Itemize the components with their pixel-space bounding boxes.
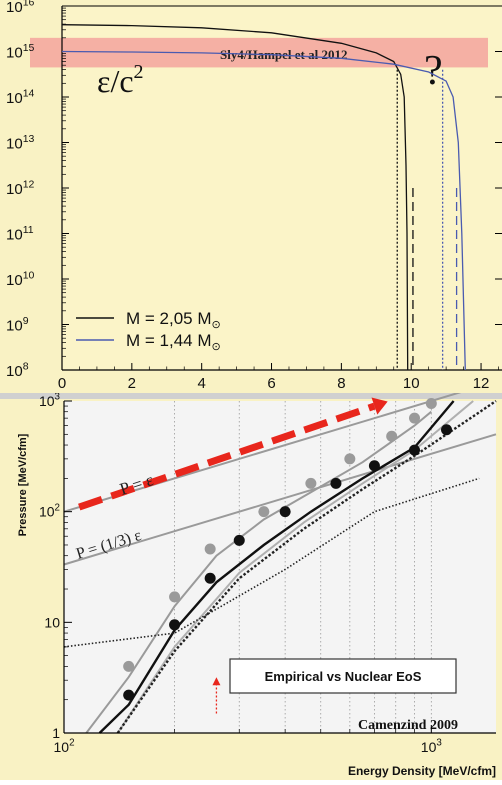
marker-black	[204, 572, 216, 584]
x-tick-label: 102	[53, 738, 74, 755]
x-tick-label: 2	[128, 375, 136, 392]
y-tick-label: 1016	[6, 0, 35, 16]
marker-gray	[123, 660, 135, 672]
legend-label-2: M = 1,44 M⊙	[126, 331, 221, 353]
x-axis-label: Energy Density [MeV/cfm]	[348, 764, 496, 778]
density-profile-panel: Sly4/Hampel et al 2012? 1016 1015 1014 1013 1…	[0, 0, 502, 393]
eos-line-P = e/3	[63, 433, 497, 566]
band-label: Sly4/Hampel et al 2012	[220, 47, 347, 62]
legend-label-1: M = 2,05 M⊙	[126, 309, 221, 331]
y-tick-label: 1	[52, 725, 60, 741]
y-axis-label: Pressure [MeV/cfm]	[17, 433, 29, 536]
y-tick-label: 1015	[6, 42, 35, 62]
marker-gray	[386, 430, 398, 442]
y-tick-label: 1014	[6, 87, 35, 107]
red-dashed-arrow-line	[78, 402, 376, 511]
y-tick-label: 102	[39, 502, 60, 519]
y-tick-label: 1012	[6, 178, 35, 198]
red-small-arrow-head	[212, 677, 221, 686]
x-tick-label: 4	[198, 375, 206, 392]
density-band	[30, 37, 488, 68]
marker-black	[233, 534, 245, 546]
eos-box-text: Empirical vs Nuclear EoS	[265, 669, 422, 684]
x-tick-label: 103	[421, 738, 443, 755]
eos-line-dotted-thick	[116, 400, 497, 734]
question-mark: ?	[424, 48, 443, 94]
x-tick-label: 0	[58, 375, 66, 392]
density-profile-chart: Sly4/Hampel et al 2012 ? 1016 1015 1014 1013 1…	[6, 0, 502, 392]
x-tick-label: 8	[337, 375, 345, 392]
marker-black	[330, 477, 342, 489]
x-tick-label: 12	[473, 375, 490, 392]
marker-gray	[305, 477, 317, 489]
marker-black	[169, 619, 181, 631]
curve-label: ε/c2	[97, 61, 144, 99]
panel-top-strip	[0, 393, 502, 399]
marker-gray	[169, 591, 181, 603]
marker-black	[409, 444, 421, 456]
credit-text: Camenzind 2009	[358, 718, 458, 733]
marker-black	[441, 424, 453, 436]
marker-gray	[344, 453, 356, 465]
eos-line-gray-curve	[85, 410, 432, 734]
eos-line-black-curve	[98, 400, 455, 734]
y-tick-label: 10	[44, 614, 60, 630]
marker-gray	[204, 543, 216, 555]
red-arrow-head	[371, 397, 388, 415]
marker-black	[279, 506, 291, 518]
marker-gray	[409, 412, 421, 424]
eos-line-P = e	[63, 380, 497, 513]
marker-gray	[425, 397, 437, 409]
y-tick-label: 1013	[6, 133, 35, 153]
eos-line-light-gray-curve	[116, 400, 474, 734]
marker-black	[368, 460, 380, 472]
y-tick-label: 109	[6, 315, 29, 335]
y-tick-label: 1011	[6, 224, 34, 244]
y-tick-label: 103	[39, 393, 61, 409]
y-tick-label: 1010	[6, 269, 35, 289]
eos-box	[229, 658, 457, 694]
marker-black	[123, 689, 135, 701]
series-line-1	[61, 24, 409, 371]
series-line-2	[61, 50, 466, 371]
y-tick-label: 108	[6, 360, 29, 380]
x-tick-label: 6	[267, 375, 275, 392]
marker-gray	[258, 506, 270, 518]
x-tick-label: 10	[403, 375, 420, 392]
eos-line-dotted-thin	[63, 477, 480, 648]
